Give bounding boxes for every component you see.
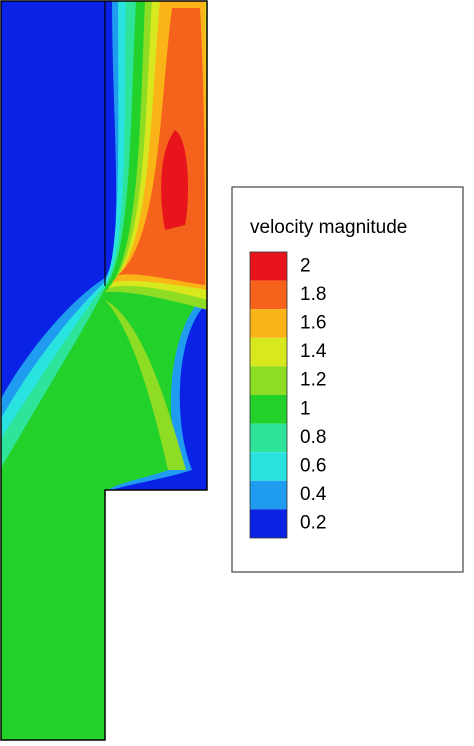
legend-swatch	[250, 366, 287, 395]
legend-swatch	[250, 252, 287, 281]
legend-title: velocity magnitude	[250, 217, 407, 238]
legend-swatch	[250, 337, 287, 367]
legend-swatch	[250, 280, 287, 310]
contour-field	[1, 1, 207, 740]
legend-swatch	[250, 423, 287, 453]
legend-label: 1	[300, 398, 311, 419]
legend-label: 2	[300, 255, 311, 276]
legend-swatch	[250, 395, 287, 424]
legend-swatch	[250, 509, 287, 538]
contour-region	[112, 302, 207, 490]
legend-label: 1.2	[300, 370, 326, 391]
contour-region	[161, 130, 188, 230]
legend-label: 1.8	[300, 284, 326, 305]
legend-label: 0.6	[300, 456, 326, 477]
legend-swatch	[250, 452, 287, 481]
legend-bar-outline	[249, 251, 288, 539]
domain-outline	[0, 0, 208, 741]
legend-label: 0.2	[300, 513, 326, 534]
legend-label: 0.4	[300, 484, 327, 505]
legend-label: 1.4	[300, 341, 327, 362]
contour-region	[105, 300, 186, 470]
legend-label: 0.8	[300, 427, 326, 448]
contour-region	[108, 292, 207, 490]
legend-swatch	[250, 309, 287, 338]
legend-swatch	[250, 480, 287, 510]
legend-label: 1.6	[300, 313, 326, 334]
legend: 2 1.8 1.6 1.4 1.2 1 0.8 0.6 0.4 0.2	[249, 251, 327, 539]
